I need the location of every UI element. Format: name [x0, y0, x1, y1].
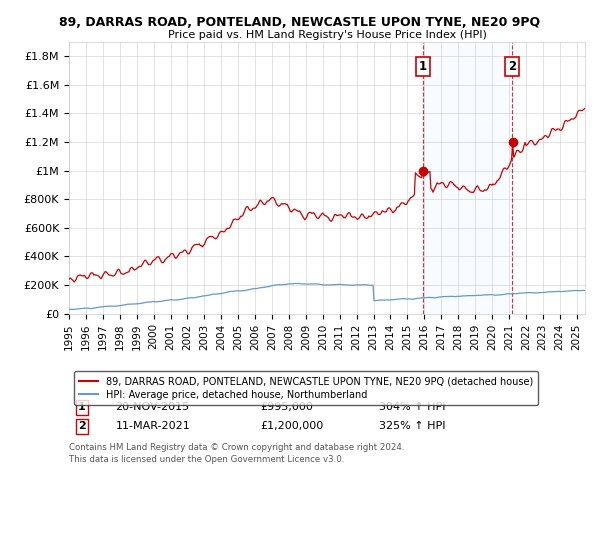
Text: 1: 1 [419, 60, 427, 73]
Text: Contains HM Land Registry data © Crown copyright and database right 2024.: Contains HM Land Registry data © Crown c… [69, 442, 404, 451]
Bar [422, 42, 512, 314]
Text: 89, DARRAS ROAD, PONTELAND, NEWCASTLE UPON TYNE, NE20 9PQ: 89, DARRAS ROAD, PONTELAND, NEWCASTLE UP… [59, 16, 541, 29]
Text: £995,000: £995,000 [260, 402, 313, 412]
Text: £1,200,000: £1,200,000 [260, 421, 323, 431]
Text: This data is licensed under the Open Government Licence v3.0.: This data is licensed under the Open Gov… [69, 455, 344, 464]
Legend: 89, DARRAS ROAD, PONTELAND, NEWCASTLE UPON TYNE, NE20 9PQ (detached house), HPI:: 89, DARRAS ROAD, PONTELAND, NEWCASTLE UP… [74, 371, 538, 404]
Text: 325% ↑ HPI: 325% ↑ HPI [379, 421, 445, 431]
Text: 2: 2 [78, 421, 86, 431]
Text: 20-NOV-2015: 20-NOV-2015 [115, 402, 190, 412]
Title: Price paid vs. HM Land Registry's House Price Index (HPI): Price paid vs. HM Land Registry's House … [167, 30, 487, 40]
Text: 1: 1 [78, 402, 86, 412]
Text: 2: 2 [508, 60, 517, 73]
Text: 304% ↑ HPI: 304% ↑ HPI [379, 402, 445, 412]
Text: 11-MAR-2021: 11-MAR-2021 [115, 421, 190, 431]
